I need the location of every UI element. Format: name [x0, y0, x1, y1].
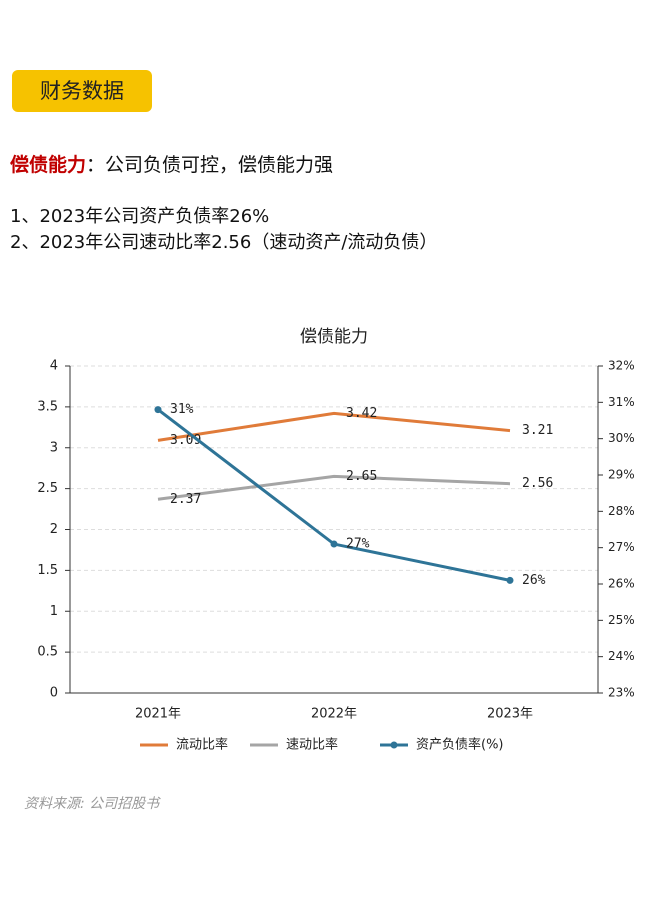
y2-tick-label: 23% [608, 686, 635, 700]
y2-tick-label: 30% [608, 431, 635, 445]
heading-text: ：公司负债可控，偿债能力强 [86, 154, 334, 176]
heading-label: 偿债能力 [10, 154, 87, 176]
y2-tick-label: 26% [608, 577, 635, 591]
data-label: 27% [346, 537, 370, 552]
data-label: 3.42 [346, 406, 377, 421]
data-label: 2.56 [522, 476, 553, 491]
source: 资料来源: 公司招股书 [24, 796, 160, 812]
y2-tick-label: 32% [608, 359, 635, 373]
y-tick-label: 2 [50, 522, 58, 537]
heading: 偿债能力：公司负债可控，偿债能力强 [10, 150, 333, 180]
point: 2、2023年公司速动比率2.56（速动资产/流动负债） [10, 232, 438, 253]
y-tick-label: 0 [50, 686, 58, 701]
marker [154, 406, 162, 414]
section-badge: 财务数据 [12, 70, 152, 112]
x-tick-label: 2023年 [487, 707, 533, 722]
marker [506, 576, 514, 584]
marker [330, 540, 338, 548]
data-label: 31% [170, 402, 194, 417]
y-tick-label: 1 [50, 604, 58, 619]
series-line [157, 411, 511, 442]
y2-tick-label: 25% [608, 613, 635, 627]
y2-tick-label: 31% [608, 395, 635, 409]
data-label: 2.65 [346, 469, 377, 484]
y-tick-label: 0.5 [37, 645, 58, 660]
data-label: 2.37 [170, 492, 201, 507]
legend-label: 速动比率 [286, 737, 338, 753]
chart-title: 偿债能力 [300, 327, 368, 347]
series-line [157, 474, 511, 501]
y2-tick-label: 29% [608, 468, 635, 482]
y-tick-label: 4 [50, 359, 58, 374]
legend-label: 资产负债率(%) [416, 737, 504, 753]
y-tick-label: 2.5 [37, 481, 58, 496]
y2-tick-label: 28% [608, 504, 635, 518]
point: 1、2023年公司资产负债率26% [10, 206, 270, 227]
legend-marker [390, 741, 398, 749]
point-list: 1、2023年公司资产负债率26% 2、2023年公司速动比率2.56（速动资产… [10, 204, 437, 256]
y2-tick-label: 27% [608, 540, 635, 554]
x-tick-label: 2021年 [135, 707, 181, 722]
y2-tick-label: 24% [608, 649, 635, 663]
y-tick-label: 3 [50, 440, 58, 455]
y-tick-label: 1.5 [37, 563, 58, 578]
series-line [157, 408, 511, 582]
legend-label: 流动比率 [176, 737, 228, 753]
chart: 偿债能力 0 0.5 1 1.5 2 2.5 3 3.5 4 23% 24% 25% 26% 27% 28%… [37, 327, 635, 753]
x-tick-label: 2022年 [311, 707, 357, 722]
data-label: 26% [522, 573, 546, 588]
data-label: 3.21 [522, 423, 553, 438]
y-tick-label: 3.5 [37, 399, 58, 414]
